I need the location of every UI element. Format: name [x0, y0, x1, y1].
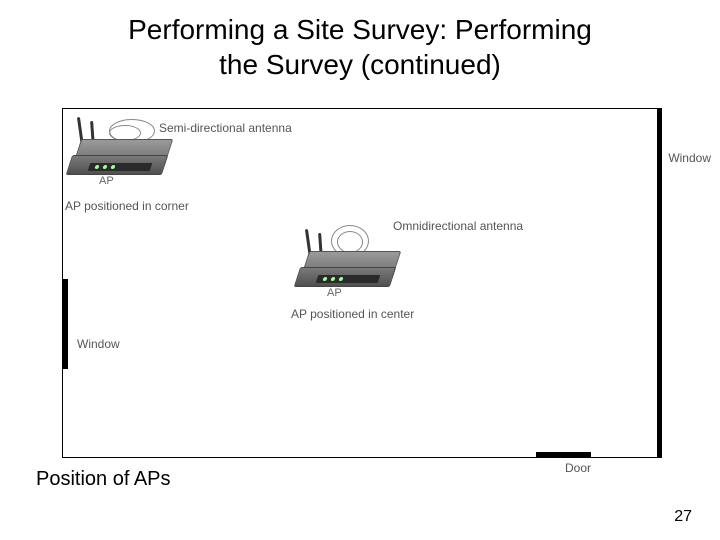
ap-label: AP — [99, 175, 114, 187]
window-left-bar — [63, 279, 68, 369]
label-window-left: Window — [77, 337, 120, 351]
ap-front-icon — [88, 163, 153, 171]
page-number: 27 — [674, 508, 692, 526]
door-bar — [536, 452, 591, 457]
slide: Performing a Site Survey: Performing the… — [0, 0, 720, 540]
label-semi-antenna: Semi-directional antenna — [159, 121, 292, 135]
radiation-lobe-icon — [337, 231, 363, 253]
label-door: Door — [565, 461, 591, 475]
ap-front-icon — [316, 275, 381, 283]
ap-label: AP — [327, 287, 342, 299]
label-corner-position: AP positioned in corner — [65, 199, 189, 213]
figure-area: AP Semi-directional antenna AP positione… — [62, 108, 662, 458]
slide-title: Performing a Site Survey: Performing the… — [0, 0, 720, 86]
label-center-position: AP positioned in center — [291, 307, 414, 321]
wall-right — [657, 109, 661, 457]
label-omni-antenna: Omnidirectional antenna — [393, 219, 523, 233]
ap-center: AP — [297, 227, 417, 297]
figure-caption: Position of APs — [36, 468, 171, 491]
title-line-2: the Survey (continued) — [219, 49, 501, 80]
label-window-right: Window — [668, 151, 711, 165]
title-line-1: Performing a Site Survey: Performing — [128, 14, 592, 45]
